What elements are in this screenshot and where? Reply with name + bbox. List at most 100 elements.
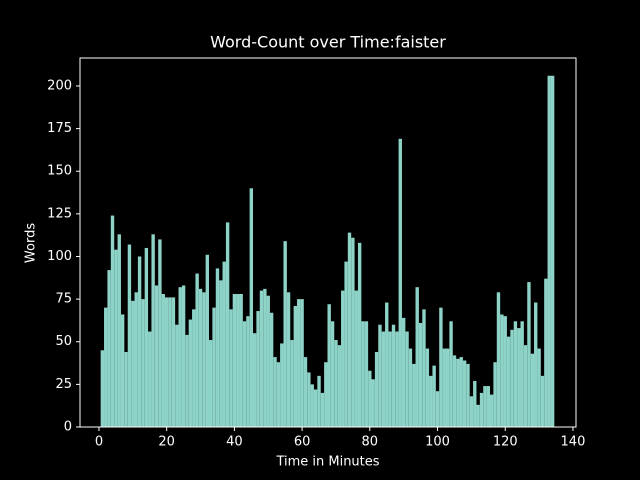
bar: [161, 293, 165, 427]
y-tick-label: 0: [64, 420, 72, 435]
x-axis-label: Time in Minutes: [275, 455, 379, 470]
bar: [263, 288, 267, 427]
bar: [171, 297, 176, 427]
x-tick-label: 140: [561, 435, 586, 450]
bar: [212, 307, 216, 427]
bar: [256, 311, 260, 427]
bar: [164, 297, 169, 427]
y-axis-label: Words: [24, 223, 39, 263]
bar: [398, 138, 402, 427]
bar: [439, 307, 443, 427]
bar: [242, 321, 247, 427]
bar: [435, 391, 440, 427]
bar: [337, 345, 342, 427]
bar: [550, 75, 555, 427]
bar: [269, 312, 274, 427]
bar: [236, 293, 240, 427]
bar: [357, 242, 362, 427]
bar: [249, 188, 254, 427]
bar: [120, 314, 125, 427]
bar: [364, 321, 369, 427]
bar: [104, 307, 108, 427]
bar: [527, 282, 531, 427]
bar: [134, 292, 138, 427]
bar: [327, 304, 331, 427]
bar: [354, 290, 358, 427]
bar: [273, 357, 277, 427]
bar: [158, 239, 162, 427]
bar: [198, 288, 203, 427]
bar: [500, 314, 504, 427]
bar: [425, 348, 430, 427]
bar: [266, 295, 270, 427]
bar: [537, 348, 541, 427]
bar: [547, 75, 551, 427]
bar: [317, 375, 321, 427]
bar: [385, 302, 389, 427]
bar: [141, 299, 145, 427]
bar: [486, 386, 491, 427]
bar: [466, 363, 470, 427]
bar: [148, 331, 152, 427]
bar: [381, 331, 386, 427]
bar: [219, 280, 223, 427]
bar: [246, 316, 250, 427]
bar: [100, 350, 105, 427]
y-tick-label: 125: [47, 206, 72, 221]
bar: [151, 234, 155, 427]
x-tick-label: 20: [158, 435, 175, 450]
chart-title: Word-Count over Time:faister: [210, 33, 446, 52]
bar: [253, 333, 257, 427]
bar: [192, 309, 196, 427]
bar: [456, 358, 460, 427]
bar: [124, 351, 128, 427]
bar: [310, 384, 314, 427]
y-tick-label: 150: [47, 164, 72, 179]
bar: [276, 362, 281, 427]
bar: [432, 365, 436, 427]
bar: [137, 256, 142, 427]
bar: [208, 340, 213, 427]
bar: [178, 287, 182, 427]
bar: [415, 287, 419, 427]
x-tick-label: 60: [294, 435, 311, 450]
bar: [347, 232, 352, 427]
bar: [188, 319, 193, 427]
bar: [344, 261, 348, 427]
bar: [107, 270, 111, 427]
bar: [544, 278, 548, 427]
y-tick-label: 25: [55, 377, 72, 392]
bar: [517, 328, 521, 427]
bar: [144, 247, 149, 427]
bar: [127, 244, 132, 427]
bar: [154, 285, 159, 427]
y-tick-label: 200: [47, 78, 72, 93]
bar: [510, 329, 514, 427]
y-tick-label: 75: [55, 292, 72, 307]
bar: [185, 334, 189, 427]
bar: [283, 241, 287, 427]
bar: [459, 357, 463, 427]
bar: [320, 392, 325, 427]
bar: [496, 292, 501, 427]
bar: [368, 370, 372, 427]
bar: [293, 305, 298, 427]
x-tick-label: 100: [425, 435, 450, 450]
bar: [408, 348, 413, 427]
y-tick-label: 100: [47, 249, 72, 264]
bar: [259, 290, 264, 427]
bar: [490, 394, 494, 427]
bar: [412, 363, 416, 427]
bar: [429, 375, 433, 427]
bar: [479, 392, 484, 427]
bar: [195, 273, 199, 427]
bar: [351, 237, 355, 427]
bar: [202, 292, 206, 427]
bar: [530, 353, 535, 427]
bar: [303, 357, 308, 427]
bar: [215, 268, 220, 427]
bar: [422, 309, 426, 427]
bar: [442, 348, 446, 427]
bar: [449, 321, 453, 427]
